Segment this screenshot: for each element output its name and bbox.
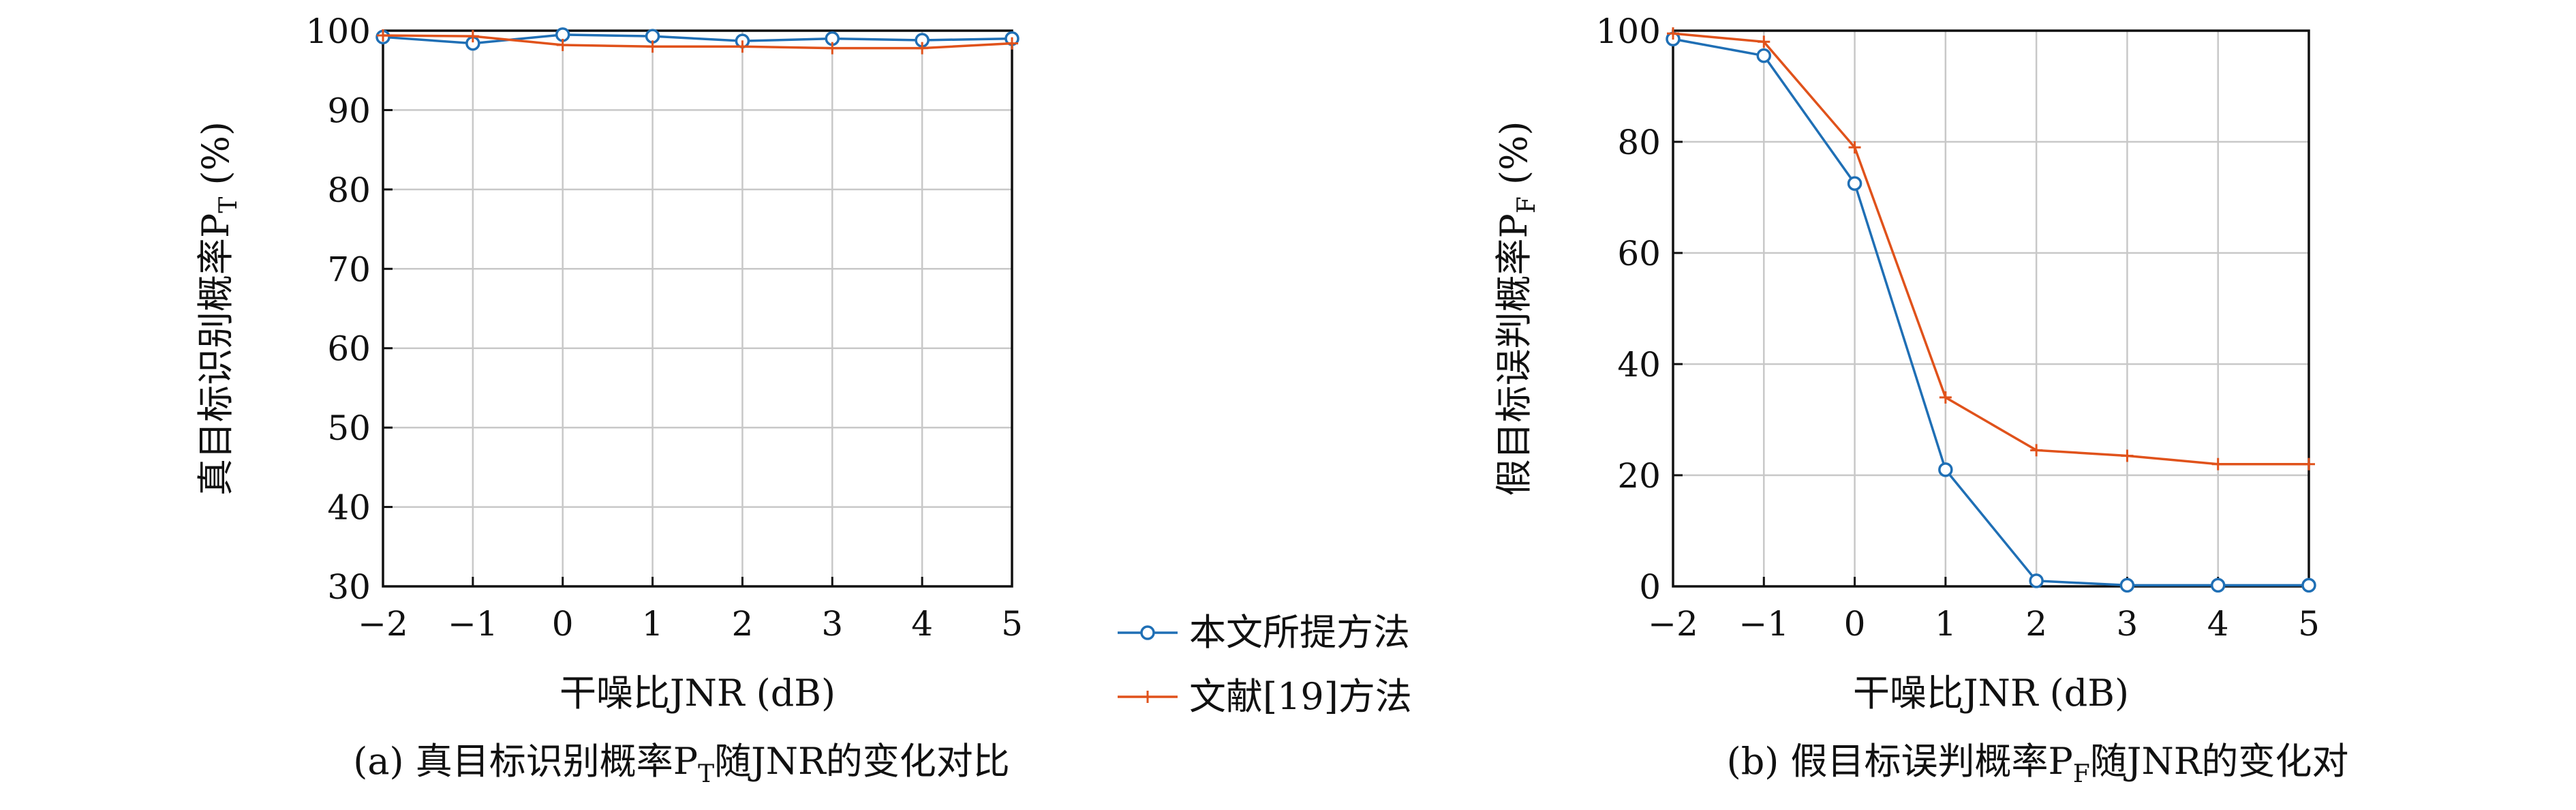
data-point-circle [1847,176,1862,191]
y-axis-label: 真目标识别概率PT (%) [194,121,243,496]
y-tick-label: 100 [306,12,371,51]
x-tick-label: 0 [552,604,574,644]
data-point-plus [1758,35,1770,48]
y-axis-label-unit: (%) [194,121,237,197]
data-point-plus [916,42,929,55]
caption-subscript: F [2073,760,2090,788]
y-tick-label: 20 [1617,456,1661,496]
series-line-ref [382,34,1013,50]
caption-subscript: T [698,760,714,788]
caption-tail: 随JNR的变化对比 [714,740,1010,783]
x-tick-label: 0 [1844,604,1866,644]
figure-caption: (a) 真目标识别概率PT随JNR的变化对比 [353,740,1009,788]
data-point-plus [466,30,479,43]
x-tick-label: 1 [1935,604,1957,644]
y-tick-label: 70 [327,250,371,289]
data-point-plus [826,42,839,55]
data-point-circle [2119,578,2135,593]
series-line-ours [382,33,1013,45]
data-point-plus [1848,141,1861,154]
caption-tail: 随JNR的变化对 [2090,740,2349,783]
x-tick-label: 5 [1001,604,1023,644]
y-tick-label: 50 [327,408,371,448]
data-point-circle [1938,462,1953,477]
x-tick-label: −2 [1648,604,1698,644]
legend-label: 文献[19]方法 [1189,675,1412,718]
legend-marker-circle [1140,625,1155,640]
data-point-plus [2211,457,2224,470]
x-tick-label: −2 [358,604,408,644]
chart-b: −2 −1 0 1 2 3 4 5 0 20 40 60 80 100 干噪比JNR (dB) 假目标误判概率… [1492,12,2348,788]
x-tick-label: 3 [821,604,843,644]
data-point-circle [2301,578,2316,593]
y-tick-label: 40 [327,488,371,528]
series-line-ref [1672,32,2309,466]
plot-frame [1672,29,2310,588]
data-point-plus [646,40,659,53]
x-tick-label: 3 [2117,604,2138,644]
data-point-plus [1006,37,1018,50]
series-line-ours [1672,38,2309,587]
x-tick-label: 5 [2298,604,2320,644]
data-point-plus [2121,449,2134,462]
data-point-circle [2210,578,2226,593]
y-axis-label-text: 真目标识别概率P [194,213,237,496]
x-tick-label: 2 [732,604,754,644]
x-tick-label: −1 [1738,604,1789,644]
data-point-circle [1756,48,1772,63]
x-tick-label: 4 [2207,604,2229,644]
legend-label: 本文所提方法 [1189,611,1410,654]
y-axis-label-text: 假目标误判概率P [1492,213,1535,496]
y-axis-label-subscript: F [1513,196,1541,213]
data-point-plus [556,38,569,51]
data-point-plus [2030,444,2043,457]
y-tick-label: 90 [327,91,371,130]
y-axis-label: 假目标误判概率PF (%) [1492,121,1541,496]
y-axis-label-subscript: T [215,197,243,213]
plot-frame [382,29,1013,588]
data-point-circle [2029,573,2044,588]
chart-a: −2 −1 0 1 2 3 4 5 30 40 50 60 70 80 90 100 干噪比JNR (dB) 真目… [194,12,1023,788]
y-tick-label: 30 [327,567,371,607]
y-tick-label: 60 [1617,234,1661,273]
y-tick-label: 60 [327,329,371,369]
figure-caption: (b) 假目标误判概率PF随JNR的变化对 [1727,740,2349,788]
data-point-plus [736,40,749,53]
data-point-plus [1939,391,1952,404]
x-tick-label: 1 [642,604,664,644]
y-tick-label: 100 [1596,12,1661,51]
x-tick-label: 4 [911,604,933,644]
y-tick-label: 0 [1639,567,1661,607]
y-tick-label: 40 [1617,345,1661,385]
y-tick-label: 80 [327,170,371,210]
caption-text: (b) 假目标误判概率P [1727,740,2073,783]
data-point-plus [377,29,389,42]
data-point-plus [1667,27,1679,40]
x-axis-label: 干噪比JNR (dB) [559,672,835,715]
y-tick-label: 80 [1617,123,1661,162]
caption-text: (a) 真目标识别概率P [353,740,698,783]
data-point-plus [2303,457,2315,470]
x-axis-label: 干噪比JNR (dB) [1853,672,2129,715]
x-tick-label: 2 [2025,604,2047,644]
y-axis-label-unit: (%) [1492,121,1535,197]
x-tick-label: −1 [448,604,498,644]
